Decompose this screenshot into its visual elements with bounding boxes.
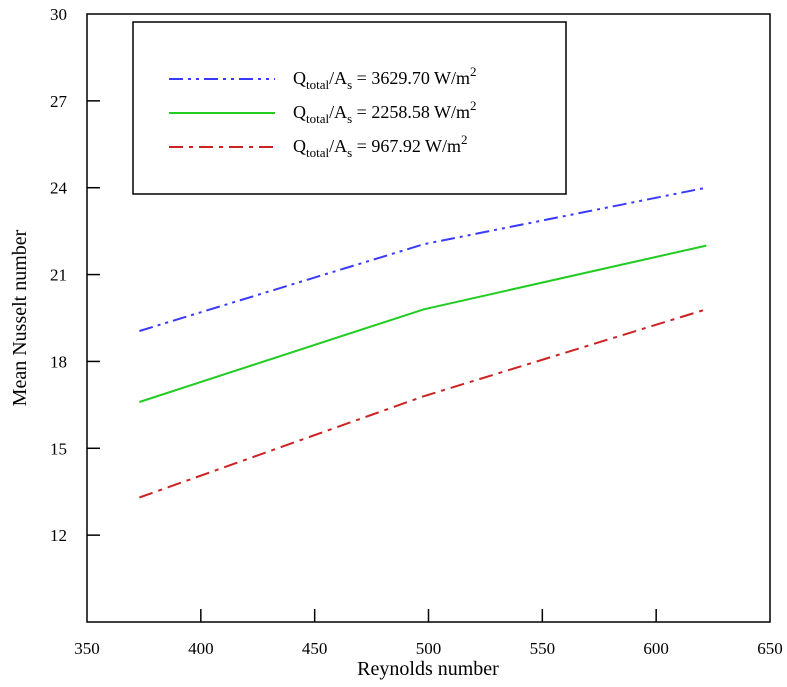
legend-label: Qtotal/As = 967.92 W/m2: [293, 132, 468, 160]
y-tick-label: 30: [50, 5, 67, 24]
series-layer: [139, 186, 707, 499]
legend-label-part: Q: [293, 136, 306, 156]
legend-label-part: total: [306, 111, 329, 126]
x-tick-label: 450: [302, 639, 328, 658]
x-axis-title: Reynolds number: [357, 658, 499, 680]
legend-label-part: = 3629.70 W/m: [352, 68, 470, 88]
legend-label: Qtotal/As = 2258.58 W/m2: [293, 98, 477, 126]
legend-label-part: s: [347, 111, 352, 126]
y-tick-label: 15: [50, 439, 67, 458]
legend-label-part: = 967.92 W/m: [352, 136, 461, 156]
y-tick-label: 12: [50, 526, 67, 545]
legend-label: Qtotal/As = 3629.70 W/m2: [293, 64, 477, 92]
series-line-2: [139, 308, 707, 499]
x-axis: 350 400 450 500 550 600 650: [74, 609, 783, 658]
legend-label-part: /A: [329, 102, 347, 122]
y-axis-title: Mean Nusselt number: [9, 229, 31, 406]
x-tick-label: 550: [530, 639, 556, 658]
legend-label-part: /A: [329, 68, 347, 88]
legend-label-part: 2: [470, 98, 477, 113]
x-tick-label: 650: [757, 639, 783, 658]
y-tick-label: 27: [50, 92, 68, 111]
legend-label-part: s: [347, 145, 352, 160]
legend-label-part: /A: [329, 136, 347, 156]
legend-label-part: s: [347, 77, 352, 92]
legend-label-part: 2: [461, 132, 468, 147]
legend-label-part: Q: [293, 102, 306, 122]
legend-label-part: = 2258.58 W/m: [352, 102, 470, 122]
legend-label-part: Q: [293, 68, 306, 88]
y-tick-label: 24: [50, 179, 68, 198]
legend-label-part: total: [306, 77, 329, 92]
legend-label-part: 2: [470, 64, 477, 79]
x-tick-label: 500: [416, 639, 442, 658]
series-line-1: [139, 244, 707, 403]
y-axis: 12 15 18 21 24 27 30: [50, 5, 100, 545]
x-tick-label: 400: [188, 639, 214, 658]
x-tick-label: 600: [643, 639, 669, 658]
legend-box: [132, 21, 567, 195]
series-line-0: [139, 186, 707, 332]
legend-label-part: total: [306, 145, 329, 160]
x-tick-label: 350: [74, 639, 100, 658]
y-tick-label: 21: [50, 266, 67, 285]
y-tick-label: 18: [50, 352, 67, 371]
